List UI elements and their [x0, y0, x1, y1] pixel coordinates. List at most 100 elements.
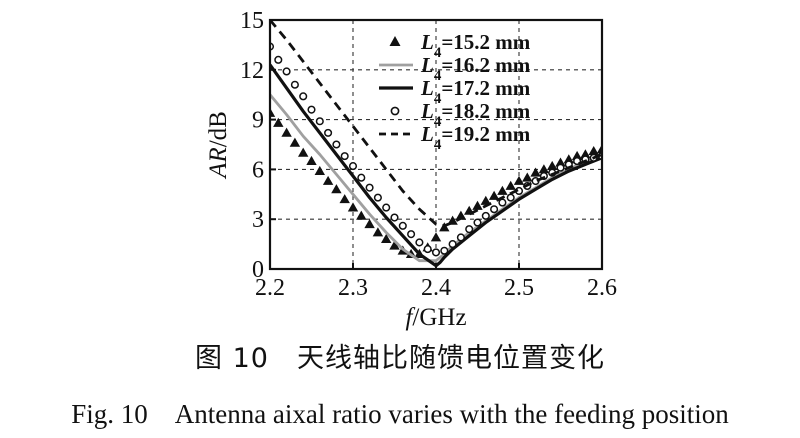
series-1-marker-32 [530, 167, 541, 177]
tick-label-y-12: 12 [240, 58, 264, 84]
series-1-marker-7 [322, 175, 334, 185]
series-4-marker-29 [506, 193, 515, 202]
series-1-marker-15 [389, 240, 400, 250]
series-4-marker-20 [431, 248, 441, 257]
series-5-line [270, 19, 602, 228]
legend-item-3: L4=17.2 mm [379, 76, 531, 107]
series-4-marker-12 [365, 183, 374, 192]
y-axis-label: AR/dB [205, 111, 232, 180]
series-1-marker-35 [555, 157, 566, 167]
series-4-marker-14 [382, 203, 391, 212]
series-1-marker-28 [497, 185, 508, 195]
series-1-marker-38 [580, 149, 591, 159]
series-4-marker-17 [407, 230, 416, 239]
caption-english: Fig. 10 Antenna aixal ratio varies with … [71, 399, 729, 429]
series-1-marker-37 [571, 150, 583, 161]
series-4-marker-11 [357, 173, 366, 182]
series-1-marker-0 [270, 107, 276, 117]
tick-marks [269, 19, 603, 270]
tick-label-x-2.5: 2.5 [504, 275, 534, 301]
series-1-marker-8 [331, 184, 342, 194]
series-1-marker-20 [430, 232, 442, 242]
series-4-marker-23 [456, 233, 465, 242]
series-1-marker-13 [372, 227, 384, 237]
legend-label-3: L4=17.2 mm [420, 76, 531, 107]
series-4-marker-2 [282, 67, 291, 76]
series-4-marker-4 [299, 92, 308, 101]
series-4-marker-9 [340, 152, 349, 161]
series-4-marker-28 [498, 198, 507, 207]
legend-item-1: L4=15.2 mm [389, 30, 531, 61]
series-1-marker-3 [289, 137, 301, 147]
series-4-marker-1 [274, 55, 283, 64]
series-1-marker-34 [547, 160, 558, 170]
legend-marker-triangle [389, 36, 401, 46]
tick-label-y-15: 15 [240, 8, 264, 34]
legend-label-5: L4=19.2 mm [420, 122, 531, 153]
series-1-marker-2 [281, 127, 292, 137]
series-4-marker-24 [465, 225, 474, 234]
legend-label-1: L4=15.2 mm [420, 30, 531, 61]
tick-labels: 2.2 2.3 2.4 2.5 2.6 0 3 6 9 12 15 [240, 8, 617, 301]
series-3 [270, 63, 602, 268]
series-1-marker-29 [505, 180, 516, 190]
grid-lines [270, 20, 602, 269]
series-1-marker-40 [596, 144, 602, 154]
series-4-marker-3 [290, 80, 299, 89]
series-1-marker-31 [522, 172, 533, 182]
series-4-marker-10 [348, 162, 358, 171]
series-4-marker-19 [423, 245, 432, 254]
series-1-marker-9 [339, 194, 350, 204]
series-4-marker-21 [440, 246, 449, 255]
series-1-marker-12 [364, 218, 375, 229]
series-1-marker-6 [314, 165, 325, 175]
series-4-marker-26 [481, 211, 490, 220]
series-1-marker-25 [472, 200, 483, 210]
series-4-marker-7 [324, 128, 333, 137]
series-1-marker-14 [381, 233, 392, 244]
series-4-marker-8 [332, 140, 341, 149]
series-4-marker-22 [448, 240, 457, 249]
tick-label-x-2.4: 2.4 [421, 275, 451, 301]
series-4-marker-27 [490, 205, 499, 214]
legend-label-2: L4=16.2 mm [420, 53, 531, 84]
tick-label-y-3: 3 [252, 207, 264, 233]
x-axis-label: f/GHz [405, 304, 466, 331]
tick-label-x-2.3: 2.3 [338, 275, 368, 301]
series-1-marker-5 [306, 155, 317, 165]
series-3-line [270, 63, 602, 268]
tick-label-x-2.6: 2.6 [587, 275, 617, 301]
series-layer [270, 19, 602, 268]
series-5 [270, 19, 602, 228]
axial-ratio-chart: 2.2 2.3 2.4 2.5 2.6 0 3 6 9 12 15 AR/dB f/GHz L4=1… [205, 8, 617, 331]
series-4-marker-35 [556, 163, 565, 172]
tick-label-y-0: 0 [252, 257, 264, 283]
series-1-marker-33 [538, 164, 550, 174]
legend-item-4: L4=18.2 mm [390, 99, 531, 130]
series-1-marker-30 [513, 175, 525, 185]
series-1-marker-26 [480, 195, 491, 205]
legend-marker-circle [390, 106, 400, 116]
series-4-marker-25 [473, 218, 482, 227]
series-1-marker-36 [563, 154, 574, 164]
legend-item-5: L4=19.2 mm [379, 122, 531, 153]
series-1-marker-11 [356, 210, 367, 220]
series-4-marker-15 [390, 213, 399, 222]
series-1-marker-4 [298, 147, 309, 157]
series-4-marker-5 [307, 105, 316, 114]
series-4-marker-16 [398, 221, 407, 230]
legend-label-4: L4=18.2 mm [420, 99, 531, 130]
tick-label-y-6: 6 [252, 157, 264, 183]
tick-label-x-2.2: 2.2 [255, 275, 285, 301]
series-1-marker-10 [347, 202, 359, 212]
series-4-marker-18 [415, 238, 424, 247]
caption-chinese: 图 10 天线轴比随馈电位置变化 [195, 343, 605, 374]
series-4-marker-13 [373, 193, 382, 202]
series-1-marker-1 [273, 117, 284, 127]
legend-item-2: L4=16.2 mm [379, 53, 531, 84]
series-4-marker-6 [315, 117, 324, 126]
series-1-marker-39 [588, 145, 599, 156]
tick-label-y-9: 9 [252, 108, 264, 134]
series-1-marker-27 [488, 190, 500, 200]
